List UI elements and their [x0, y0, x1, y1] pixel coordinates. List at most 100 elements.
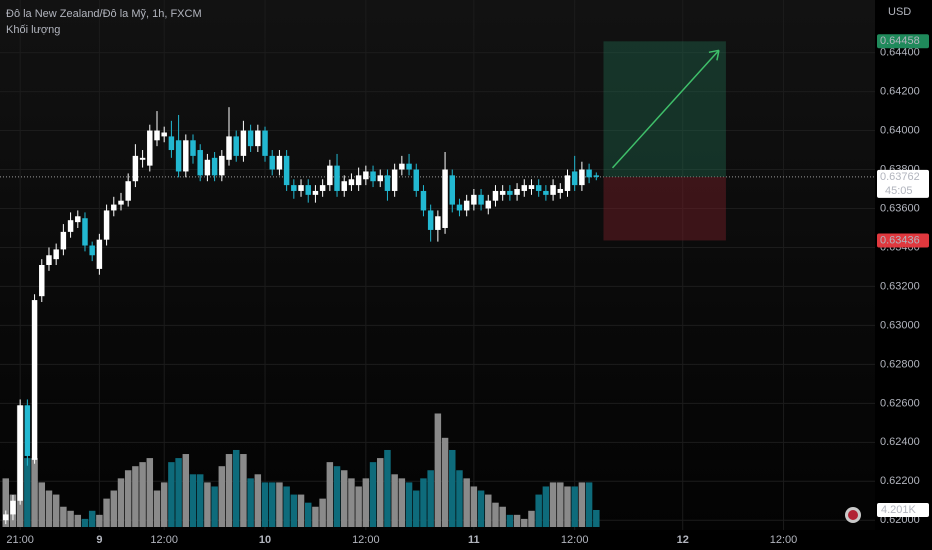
volume-bar: [146, 458, 154, 527]
stop-price-bg: [877, 233, 929, 248]
volume-bar: [477, 490, 485, 527]
volume-bar: [585, 482, 593, 527]
volume-bar: [369, 462, 377, 527]
candle-body: [391, 169, 398, 191]
candle-body: [427, 210, 434, 230]
candle-body: [370, 171, 376, 182]
volume-bar: [362, 478, 370, 527]
candle-body: [31, 300, 38, 460]
candle-body: [478, 194, 484, 205]
volume-bar: [593, 509, 600, 527]
volume-bar: [124, 470, 132, 527]
candle-body: [377, 175, 383, 182]
volume-bar: [326, 462, 334, 527]
volume-bar: [441, 437, 449, 527]
candle-body: [550, 185, 556, 195]
y-tick-label: 0.63600: [880, 202, 920, 214]
candle-body: [46, 255, 52, 265]
volume-bar: [312, 506, 319, 527]
y-tick-label: 0.62800: [880, 358, 920, 370]
candle-body: [233, 136, 239, 156]
x-tick-label: 12:00: [352, 534, 380, 546]
volume-bar: [225, 454, 233, 527]
loss-zone: [603, 176, 726, 241]
volume-bar: [420, 478, 427, 527]
volume-bar: [139, 462, 146, 527]
candle-body: [255, 130, 261, 147]
volume-bar: [578, 482, 586, 527]
candle-body: [96, 239, 103, 269]
candle-body: [17, 405, 23, 501]
candle-body: [226, 136, 232, 160]
volume-bar: [290, 494, 298, 527]
volume-bar: [535, 494, 542, 527]
candle-body: [384, 175, 391, 191]
candle-body: [312, 190, 319, 195]
candle-body: [53, 249, 59, 260]
x-tick-label: 9: [96, 534, 102, 546]
candle-body: [406, 163, 412, 170]
trend-arrow: [611, 49, 720, 169]
volume-bar: [218, 466, 226, 527]
candle-body: [420, 190, 427, 211]
candle-body: [39, 265, 45, 297]
candle-body: [327, 165, 333, 186]
candle-body: [579, 169, 585, 186]
candle-body: [471, 194, 477, 205]
volume-bar: [398, 478, 406, 527]
volume-bar: [521, 518, 528, 527]
candle-body: [499, 190, 506, 195]
volume-bar: [571, 486, 578, 527]
volume-bar: [175, 458, 182, 527]
candle-body: [283, 155, 290, 186]
candle-body: [442, 169, 448, 228]
volume-bar: [52, 494, 60, 527]
volume-bar: [268, 482, 276, 527]
volume-bar: [276, 482, 283, 527]
volume-bar: [110, 490, 118, 527]
candle-body: [262, 130, 268, 156]
volume-bar: [391, 474, 398, 527]
candle-body: [355, 175, 362, 186]
volume-bar: [24, 458, 31, 527]
volume-bar: [31, 458, 38, 527]
candle-body: [60, 231, 67, 250]
candle-body: [10, 500, 16, 515]
candle-body: [291, 185, 297, 191]
last-price-bg: [877, 169, 929, 198]
candle-body: [571, 171, 578, 186]
candle-body: [305, 185, 311, 195]
volume-bar: [117, 478, 125, 527]
candle-body: [319, 185, 326, 191]
candle-body: [269, 155, 275, 170]
candle-body: [276, 155, 283, 170]
volume-title: Khối lượng: [6, 24, 60, 36]
volume-bar: [103, 498, 110, 527]
y-tick-label: 0.63200: [880, 280, 920, 292]
volume-bar: [492, 502, 499, 527]
candle-body: [139, 157, 146, 160]
candle-body: [557, 189, 564, 193]
candle-body: [75, 216, 81, 223]
volume-bar: [377, 458, 384, 527]
volume-bar: [340, 470, 348, 527]
candle-body: [586, 169, 592, 178]
volume-bar: [405, 482, 413, 527]
volume-bar: [232, 449, 240, 527]
x-tick-label: 12:00: [561, 534, 589, 546]
target-price: 0.64458: [880, 35, 920, 47]
flag-icon-inner: [848, 510, 858, 520]
volume-bar: [542, 486, 550, 527]
volume-bar: [283, 486, 290, 527]
x-tick-label: 12:00: [150, 534, 178, 546]
volume-bar: [348, 478, 355, 527]
candle-body: [219, 155, 225, 176]
y-tick-label: 0.63000: [880, 319, 920, 331]
volume-bar: [88, 510, 96, 527]
candle-body: [449, 175, 455, 205]
x-tick-label: 10: [259, 534, 271, 546]
candle-body: [334, 165, 340, 191]
volume-bar: [182, 454, 190, 527]
candle-body: [147, 130, 153, 166]
volume-bar: [506, 514, 514, 527]
